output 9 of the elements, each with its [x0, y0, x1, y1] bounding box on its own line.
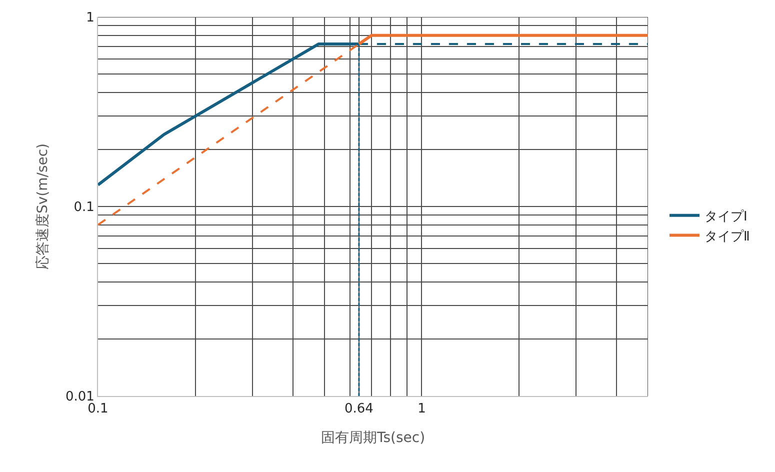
y-axis-title: 応答速度Sv(m/sec) [35, 143, 52, 270]
legend-label: タイプⅠ [704, 209, 748, 224]
x-tick-label: 0.64 [344, 402, 374, 417]
x-tick-label: 0.1 [88, 402, 108, 417]
x-tick-label: 1 [418, 402, 426, 417]
x-axis-title: 固有周期Ts(sec) [320, 430, 426, 446]
legend-label: タイプⅡ [704, 229, 750, 244]
y-tick-label: 0.1 [74, 200, 94, 216]
y-tick-label: 1 [86, 10, 94, 26]
